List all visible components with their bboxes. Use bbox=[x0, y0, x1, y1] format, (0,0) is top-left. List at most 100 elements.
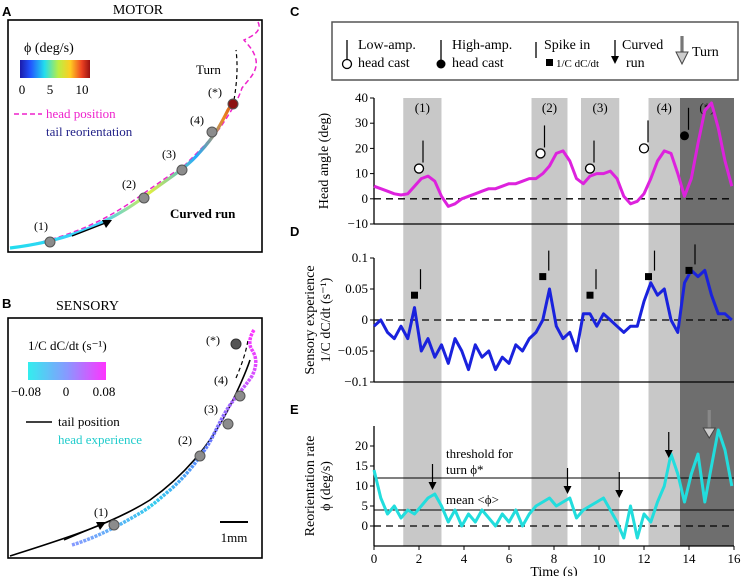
y-tick-label: −0.1 bbox=[344, 374, 368, 389]
low-amp-head-cast-marker bbox=[638, 143, 650, 154]
panel-b-marker-4-label: (4) bbox=[214, 373, 228, 387]
interval-label: (3) bbox=[593, 100, 608, 115]
panel-b-direction-arrowhead bbox=[96, 522, 106, 530]
y-axis-label-D: Sensory experience bbox=[303, 265, 318, 374]
legend-high-amp-icon bbox=[436, 59, 446, 69]
y-tick-label: 0 bbox=[362, 312, 369, 327]
panel-a-cbar-tick-10: 10 bbox=[76, 82, 89, 97]
x-axis-label: Time (s) bbox=[530, 565, 578, 576]
panel-a-cbar-tick-5: 5 bbox=[47, 82, 54, 97]
panel-b-marker-3-label: (3) bbox=[204, 402, 218, 416]
panel-b-frame bbox=[7, 317, 263, 559]
y-tick-label: −0.05 bbox=[338, 343, 368, 358]
panel-a-marker-3-label: (3) bbox=[162, 147, 176, 161]
panel-a-marker-2-label: (2) bbox=[122, 177, 136, 191]
panel-b-head-path bbox=[71, 329, 258, 547]
x-tick-label: 2 bbox=[416, 551, 423, 566]
panel-a-legend-head: head position bbox=[46, 106, 116, 121]
panel-a-run-label: Curved run bbox=[170, 206, 236, 221]
legend-spike-line2: 1/C dC/dt bbox=[556, 58, 599, 70]
legend-turn-icon bbox=[675, 51, 689, 66]
threshold-label-line2: turn ϕ* bbox=[446, 462, 484, 477]
x-tick-label: 16 bbox=[728, 551, 742, 566]
panel-a-direction-arrow bbox=[71, 221, 109, 237]
y-tick-label: 5 bbox=[362, 498, 369, 513]
legend-curved-run-line1: Curved bbox=[622, 38, 663, 53]
series-line-E bbox=[372, 428, 734, 540]
shaded-interval bbox=[531, 98, 568, 546]
shaded-interval bbox=[680, 98, 734, 546]
legend-curved-run-line2: run bbox=[626, 56, 645, 71]
low-amp-head-cast-marker bbox=[413, 163, 425, 174]
interval-label: (1) bbox=[415, 100, 430, 115]
x-tick-label: 8 bbox=[551, 551, 558, 566]
low-amp-head-cast-marker bbox=[584, 163, 596, 174]
y-axis-label2-E: ϕ (deg/s) bbox=[319, 461, 334, 511]
series-line-D bbox=[372, 268, 733, 372]
panel-a-marker-4 bbox=[206, 126, 218, 138]
legend-low-amp-line2: head cast bbox=[358, 56, 410, 71]
interval-label: (4) bbox=[657, 100, 672, 115]
spike-marker bbox=[539, 273, 547, 281]
panel-b-marker-3 bbox=[222, 418, 234, 430]
panel-letter-d: D bbox=[290, 224, 299, 239]
turn-marker bbox=[702, 427, 717, 439]
x-tick-label: 6 bbox=[506, 551, 513, 566]
high-amp-head-cast-marker bbox=[680, 131, 689, 141]
curved-run-marker bbox=[428, 482, 437, 490]
panel-b-colorbar bbox=[28, 362, 106, 380]
panel-a-marker-star bbox=[227, 98, 239, 110]
y-axis-label2-D: 1/C dC/dt (s⁻¹) bbox=[319, 277, 334, 362]
legend-low-amp-icon bbox=[341, 58, 353, 70]
panel-a-frame bbox=[7, 19, 263, 253]
y-tick-label: 10 bbox=[355, 166, 368, 181]
panel-letter-e: E bbox=[290, 402, 299, 417]
legend-spike-line1: Spike in bbox=[544, 38, 590, 53]
panel-a-colorbar bbox=[20, 60, 90, 78]
panel-b-marker-1-label: (1) bbox=[94, 505, 108, 519]
y-tick-label: 0.1 bbox=[352, 250, 368, 265]
y-tick-label: 0 bbox=[362, 518, 369, 533]
panel-b-legend-tail: tail position bbox=[58, 414, 120, 429]
spike-marker bbox=[685, 266, 693, 274]
panel-a-marker-1-label: (1) bbox=[34, 219, 48, 233]
spike-marker bbox=[586, 291, 594, 299]
legend-curved-run-icon bbox=[611, 56, 619, 64]
legend-low-amp-line1: Low-amp. bbox=[358, 38, 416, 53]
y-tick-label: 15 bbox=[355, 458, 368, 473]
panel-a-turn-path bbox=[233, 49, 238, 101]
y-tick-label: 0 bbox=[362, 191, 369, 206]
x-tick-label: 10 bbox=[593, 551, 606, 566]
curved-run-marker bbox=[615, 490, 624, 498]
y-axis-label-E: Reorientation rate bbox=[303, 436, 318, 537]
panel-a-marker-4-label: (4) bbox=[190, 113, 204, 127]
panel-a-colorbar-label: ϕ (deg/s) bbox=[24, 41, 74, 56]
panel-a-marker-1 bbox=[44, 236, 56, 248]
panel-b-marker-2 bbox=[194, 450, 206, 462]
low-amp-head-cast-marker bbox=[535, 148, 546, 159]
x-tick-label: 14 bbox=[683, 551, 697, 566]
panel-letter-a: A bbox=[2, 4, 12, 19]
x-tick-label: 4 bbox=[461, 551, 468, 566]
panel-letter-c: C bbox=[290, 4, 300, 19]
spike-marker bbox=[411, 291, 418, 299]
panel-a-marker-3 bbox=[176, 164, 188, 176]
series-line-C bbox=[373, 101, 734, 208]
y-tick-label: 20 bbox=[355, 140, 368, 155]
panel-b-cbar-tick-neg: −0.08 bbox=[11, 384, 41, 399]
panel-b-turn-path bbox=[235, 339, 249, 379]
panel-b-title: SENSORY bbox=[56, 299, 119, 314]
curved-run-marker bbox=[664, 450, 673, 458]
y-tick-label: 0.05 bbox=[345, 281, 368, 296]
interval-label: (2) bbox=[542, 100, 557, 115]
panel-b-tail-path bbox=[9, 359, 251, 557]
panel-b-direction-arrow bbox=[63, 523, 103, 541]
y-tick-label: 10 bbox=[355, 478, 368, 493]
panel-a-marker-star-label: (*) bbox=[208, 85, 222, 99]
panel-b-cbar-tick-zero: 0 bbox=[63, 384, 70, 399]
y-axis-label-C: Head angle (deg) bbox=[317, 112, 332, 209]
panel-a-marker-2 bbox=[138, 192, 150, 204]
shaded-interval bbox=[403, 98, 442, 546]
panel-a-title: MOTOR bbox=[113, 3, 164, 18]
